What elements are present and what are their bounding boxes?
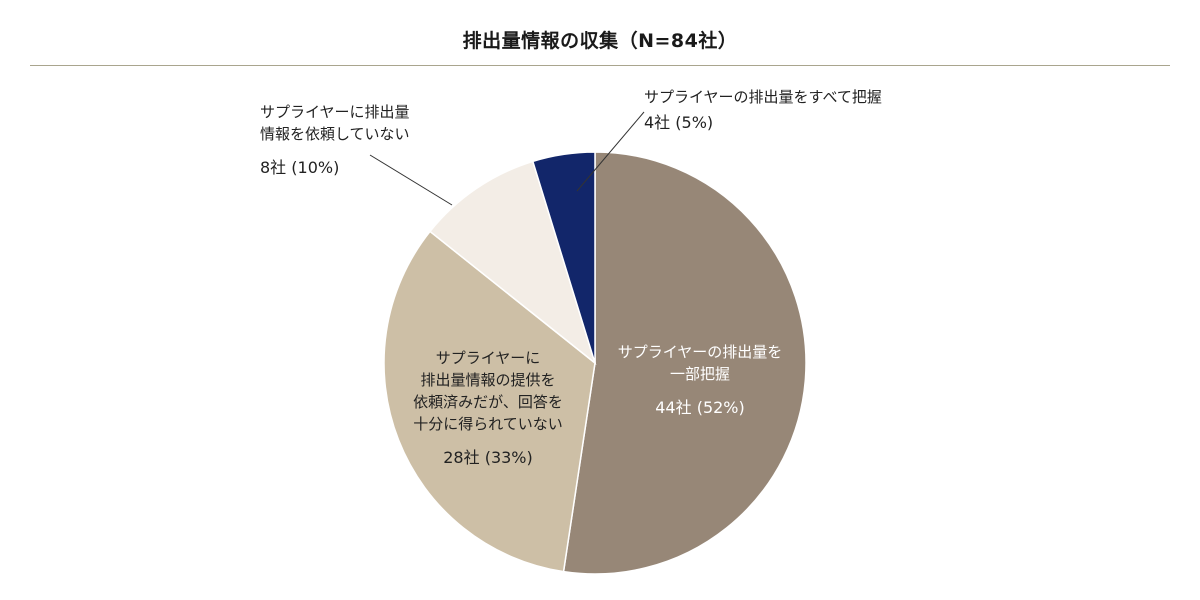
pie-slice-1 xyxy=(383,230,596,573)
slice-value-label: 4社 (5%) xyxy=(644,113,714,132)
slice-value-label: 8社 (10%) xyxy=(260,158,340,177)
pie-slice-2 xyxy=(428,160,597,366)
title-divider xyxy=(30,65,1170,66)
slice-label-line: サプライヤーに xyxy=(435,349,541,367)
slice-label-line: サプライヤーの排出量をすべて把握 xyxy=(644,88,882,106)
leader-line-fully-grasped xyxy=(576,111,645,192)
slice-label-not-requested: サプライヤーに排出量 情報を依頼していない 8社 (10%) xyxy=(260,101,410,179)
slice-label-line: 排出量情報の提供を xyxy=(420,371,556,389)
slice-label-requested: サプライヤーに 排出量情報の提供を 依頼済みだが、回答を 十分に得られていない … xyxy=(388,347,588,469)
slice-label-line: 十分に得られていない xyxy=(413,415,563,433)
slice-label-fully-grasped: サプライヤーの排出量をすべて把握 4社 (5%) xyxy=(644,86,882,134)
pie-slice-3 xyxy=(531,151,596,364)
slice-label-line: 一部把握 xyxy=(669,365,730,383)
slice-label-line: サプライヤーの排出量を xyxy=(617,343,783,361)
slice-label-line: 情報を依頼していない xyxy=(260,125,410,143)
chart-title: 排出量情報の収集（N=84社） xyxy=(462,30,738,52)
slice-value-label: 28社 (33%) xyxy=(443,448,533,467)
leader-line-not-requested xyxy=(369,154,453,206)
pie-slice-0 xyxy=(562,151,807,575)
slice-label-line: サプライヤーに排出量 xyxy=(260,103,410,121)
slice-label-partial: サプライヤーの排出量を 一部把握 44社 (52%) xyxy=(600,341,800,419)
slice-label-line: 依頼済みだが、回答を xyxy=(413,393,563,411)
slice-value-label: 44社 (52%) xyxy=(655,398,745,417)
